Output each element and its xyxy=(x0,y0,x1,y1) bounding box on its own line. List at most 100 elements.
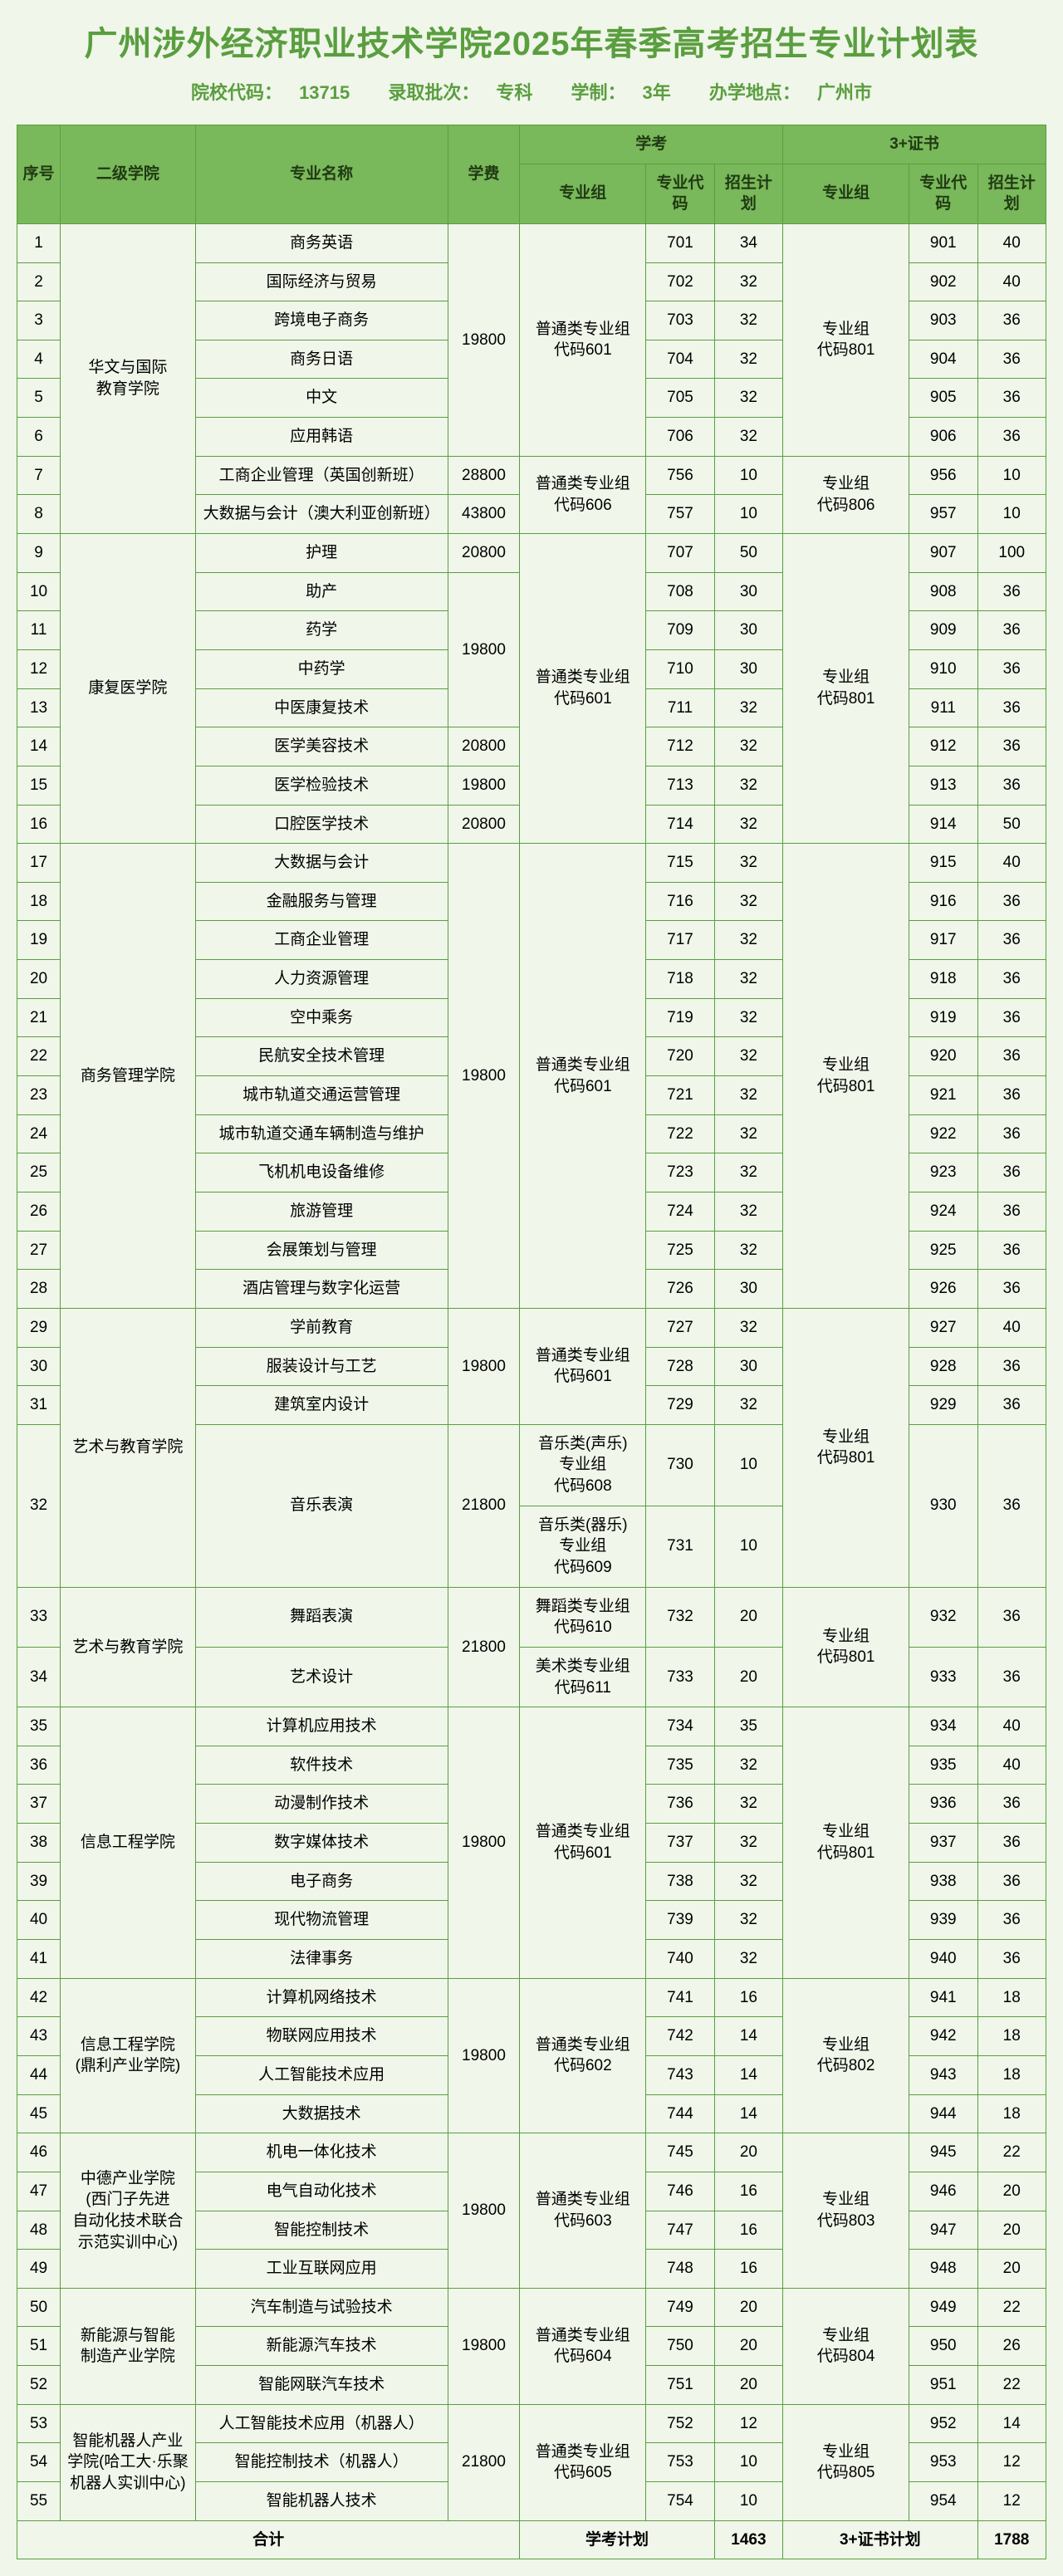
table-row: 53智能机器人产业 学院(哈工大·乐聚 机器人实训中心)人工智能技术应用（机器人… xyxy=(17,2404,1046,2443)
cell: 50 xyxy=(17,2288,61,2327)
cell: 艺术设计 xyxy=(195,1647,448,1707)
cell: 27 xyxy=(17,1231,61,1270)
th-zs-code: 专业代码 xyxy=(909,164,977,223)
cell: 专业组 代码803 xyxy=(783,2133,909,2289)
cell: 918 xyxy=(909,960,977,999)
cell: 45 xyxy=(17,2094,61,2133)
cell: 32 xyxy=(714,262,782,301)
cell: 749 xyxy=(646,2288,714,2327)
cell: 51 xyxy=(17,2327,61,2366)
cell: 专业组 代码801 xyxy=(783,844,909,1309)
cell: 专业组 代码805 xyxy=(783,2404,909,2520)
subtitle: 院校代码：13715 录取批次：专科 学制：3年 办学地点：广州市 xyxy=(17,78,1046,105)
cell: 703 xyxy=(646,301,714,340)
cell: 22 xyxy=(977,2288,1046,2327)
cell: 12 xyxy=(17,649,61,688)
cell: 16 xyxy=(17,805,61,844)
cell: 25 xyxy=(17,1153,61,1193)
cell: 704 xyxy=(646,340,714,379)
cell: 现代物流管理 xyxy=(195,1901,448,1940)
cell: 19800 xyxy=(448,2288,520,2404)
cell: 912 xyxy=(909,727,977,766)
cell: 100 xyxy=(977,534,1046,573)
cell: 719 xyxy=(646,998,714,1037)
cell: 普通类专业组 代码601 xyxy=(520,223,646,456)
table-row: 33艺术与教育学院舞蹈表演21800舞蹈类专业组 代码61073220专业组 代… xyxy=(17,1587,1046,1647)
cell: 20 xyxy=(977,2211,1046,2250)
th-xk: 学考 xyxy=(520,125,783,164)
cell: 751 xyxy=(646,2366,714,2405)
cell: 923 xyxy=(909,1153,977,1193)
cell: 733 xyxy=(646,1647,714,1707)
th-xk-plan: 招生计划 xyxy=(714,164,782,223)
cell: 734 xyxy=(646,1707,714,1746)
cell: 36 xyxy=(977,1347,1046,1386)
cell: 计算机应用技术 xyxy=(195,1707,448,1746)
table-row: 50新能源与智能 制造产业学院汽车制造与试验技术19800普通类专业组 代码60… xyxy=(17,2288,1046,2327)
cell: 7 xyxy=(17,456,61,495)
cell: 10 xyxy=(714,495,782,534)
cell: 945 xyxy=(909,2133,977,2172)
cell: 30 xyxy=(714,649,782,688)
cell: 32 xyxy=(714,379,782,418)
cell: 飞机机电设备维修 xyxy=(195,1153,448,1193)
cell: 32 xyxy=(714,1076,782,1115)
cell: 49 xyxy=(17,2250,61,2289)
cell: 32 xyxy=(714,998,782,1037)
cell: 36 xyxy=(977,572,1046,611)
cell: 3 xyxy=(17,301,61,340)
cell: 1 xyxy=(17,223,61,262)
cell: 942 xyxy=(909,2017,977,2056)
cell: 16 xyxy=(714,2211,782,2250)
cell: 30 xyxy=(714,572,782,611)
cell: 美术类专业组 代码611 xyxy=(520,1647,646,1707)
cell: 748 xyxy=(646,2250,714,2289)
th-seq: 序号 xyxy=(17,125,61,224)
cell: 助产 xyxy=(195,572,448,611)
cell: 12 xyxy=(977,2443,1046,2482)
cell: 服装设计与工艺 xyxy=(195,1347,448,1386)
cell: 22 xyxy=(977,2366,1046,2405)
cell: 40 xyxy=(17,1901,61,1940)
cell: 19 xyxy=(17,921,61,960)
cell: 9 xyxy=(17,534,61,573)
cell: 专业组 代码801 xyxy=(783,1707,909,1978)
cell: 36 xyxy=(977,1587,1046,1647)
cell: 工商企业管理（英国创新班） xyxy=(195,456,448,495)
cell: 929 xyxy=(909,1386,977,1425)
cell: 19800 xyxy=(448,1308,520,1424)
cell: 15 xyxy=(17,766,61,805)
cell: 756 xyxy=(646,456,714,495)
cell: 32 xyxy=(714,1153,782,1193)
cell: 40 xyxy=(977,1308,1046,1347)
cell: 汽车制造与试验技术 xyxy=(195,2288,448,2327)
cell: 36 xyxy=(977,921,1046,960)
cell: 8 xyxy=(17,495,61,534)
cell: 32 xyxy=(714,1824,782,1863)
cell: 21 xyxy=(17,998,61,1037)
cell: 17 xyxy=(17,844,61,883)
cell: 35 xyxy=(17,1707,61,1746)
cell: 42 xyxy=(17,1978,61,2017)
cell: 30 xyxy=(714,1347,782,1386)
cell: 925 xyxy=(909,1231,977,1270)
cell: 932 xyxy=(909,1587,977,1647)
cell: 人工智能技术应用 xyxy=(195,2055,448,2094)
cell: 19800 xyxy=(448,223,520,456)
cell: 23 xyxy=(17,1076,61,1115)
cell: 音乐表演 xyxy=(195,1424,448,1587)
cell: 城市轨道交通车辆制造与维护 xyxy=(195,1114,448,1153)
cell: 智能网联汽车技术 xyxy=(195,2366,448,2405)
cell: 40 xyxy=(977,1746,1046,1785)
cell: 16 xyxy=(714,2172,782,2211)
cell: 32 xyxy=(714,805,782,844)
cell: 36 xyxy=(977,1901,1046,1940)
cell: 32 xyxy=(714,418,782,457)
cell: 927 xyxy=(909,1308,977,1347)
cell: 22 xyxy=(17,1037,61,1076)
th-xk-code: 专业代码 xyxy=(646,164,714,223)
cell: 36 xyxy=(977,1270,1046,1309)
cell: 727 xyxy=(646,1308,714,1347)
cell: 731 xyxy=(646,1506,714,1587)
cell: 53 xyxy=(17,2404,61,2443)
